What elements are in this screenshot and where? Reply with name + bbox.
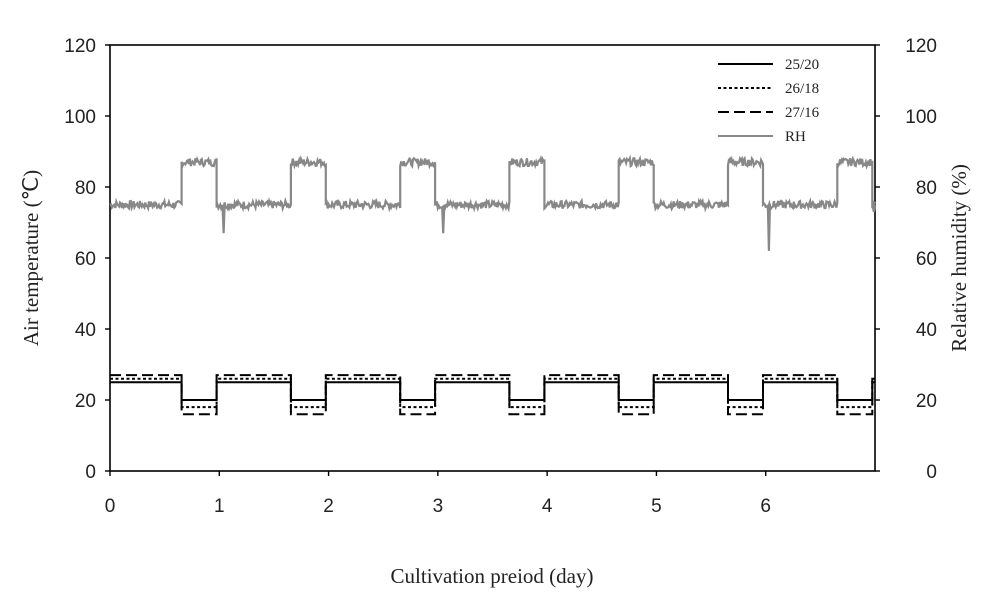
y-axis-title-left: Air temperature (℃) xyxy=(19,170,43,346)
series-line-rh xyxy=(109,154,876,251)
y-tick-label-right: 40 xyxy=(916,320,937,341)
y-tick-label-left: 40 xyxy=(75,320,96,341)
x-axis-title: Cultivation preiod (day) xyxy=(391,564,594,588)
legend-label: RH xyxy=(785,129,806,145)
legend-label: 25/20 xyxy=(785,57,819,73)
x-tick-label: 5 xyxy=(651,496,662,517)
y-tick-label-left: 20 xyxy=(75,391,96,412)
x-tick-label: 0 xyxy=(105,496,116,517)
x-tick-label: 2 xyxy=(323,496,334,517)
y-tick-label-right: 60 xyxy=(916,249,937,270)
legend: 25/20 26/18 27/16 RH xyxy=(718,57,820,145)
x-tick-label: 3 xyxy=(433,496,444,517)
y-tick-label-left: 0 xyxy=(85,462,96,483)
y-tick-label-right: 20 xyxy=(916,391,937,412)
series-group xyxy=(109,154,876,416)
y-tick-label-right: 120 xyxy=(905,36,937,57)
y-tick-label-right: 80 xyxy=(916,178,937,199)
x-tick-label: 6 xyxy=(760,496,771,517)
y-tick-label-left: 100 xyxy=(64,107,96,128)
x-tick-label: 1 xyxy=(214,496,225,517)
y-tick-label-left: 120 xyxy=(64,36,96,57)
legend-label: 27/16 xyxy=(785,105,820,121)
y-tick-label-left: 60 xyxy=(75,249,96,270)
y-tick-label-right: 0 xyxy=(926,462,937,483)
legend-label: 26/18 xyxy=(785,81,819,97)
y-tick-label-left: 80 xyxy=(75,178,96,199)
y-tick-label-right: 100 xyxy=(905,107,937,128)
x-tick-label: 4 xyxy=(542,496,553,517)
y-axis-title-right: Relative humidity (%) xyxy=(947,164,971,352)
series-line-25-20 xyxy=(110,381,875,401)
series-line-27-16 xyxy=(110,374,875,416)
